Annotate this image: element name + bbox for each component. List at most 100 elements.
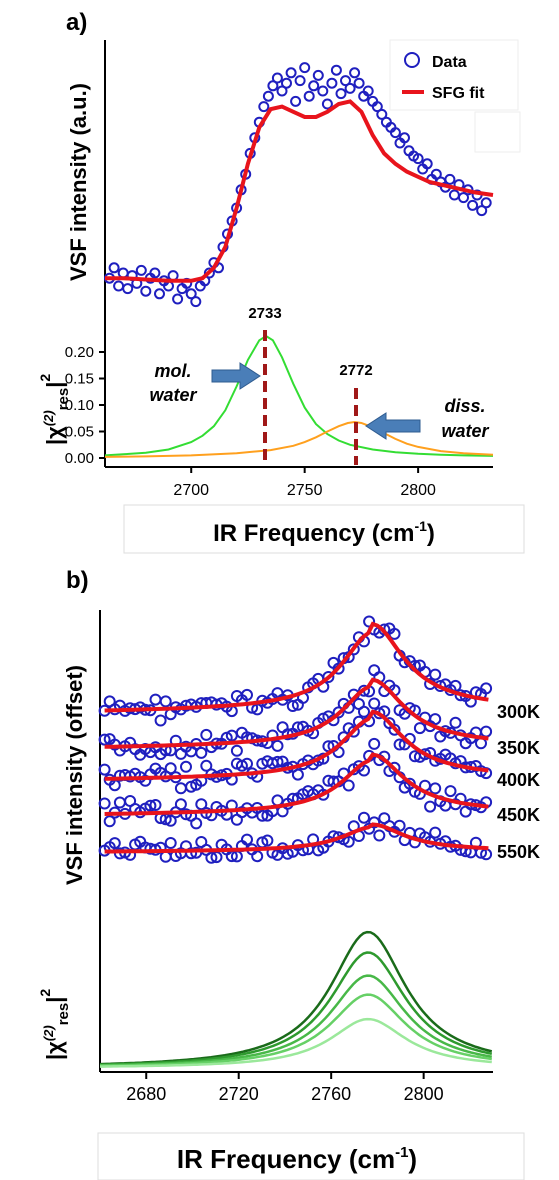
data-point	[368, 816, 381, 829]
panel-a-chi-ylabel: |χ(2)res|2	[37, 374, 72, 445]
fit-line-300K	[104, 621, 489, 713]
data-point	[294, 75, 306, 87]
data-point	[190, 817, 203, 830]
data-point	[108, 262, 120, 274]
data-point	[326, 77, 338, 89]
data-point	[412, 153, 424, 165]
ytick-label: 0.05	[65, 424, 94, 441]
data-point	[353, 77, 365, 89]
data-point	[362, 85, 374, 97]
data-point	[480, 682, 493, 695]
panel-a-yticks: 0.00 0.05 0.10 0.15 0.20	[65, 344, 105, 467]
data-point	[98, 763, 111, 776]
data-point	[342, 779, 355, 792]
ytick-label: 0.20	[65, 344, 94, 361]
data-point	[332, 662, 345, 675]
xtick-label: 2800	[400, 482, 436, 499]
panel-a-top-ylabel: VSF intensity (a.u.)	[66, 83, 91, 281]
data-point	[413, 722, 426, 735]
temperature-labels: 300K 350K 400K 450K 550K	[497, 702, 540, 862]
data-point	[388, 723, 401, 736]
data-point	[347, 643, 360, 656]
data-point	[393, 738, 406, 751]
data-point	[185, 288, 197, 300]
data-point	[164, 837, 177, 849]
data-point	[262, 90, 274, 102]
data-point	[190, 296, 202, 308]
data-point	[164, 814, 177, 827]
xtick-label: 2800	[404, 1084, 444, 1104]
data-point	[291, 768, 304, 781]
temp-label: 350K	[497, 738, 540, 758]
fit-line-350K	[104, 677, 489, 749]
data-point	[303, 90, 315, 102]
xtick-label: 2760	[311, 1084, 351, 1104]
data-point	[429, 713, 442, 726]
data-point	[271, 755, 284, 768]
data-point	[241, 757, 253, 770]
data-point	[344, 82, 356, 94]
data-point	[429, 782, 442, 795]
data-point	[113, 280, 125, 292]
data-point	[444, 173, 456, 185]
data-point	[424, 800, 437, 813]
fit-line-550K	[104, 822, 489, 854]
data-point	[154, 714, 167, 727]
data-point	[256, 809, 269, 822]
data-point	[358, 811, 370, 824]
data-point	[340, 75, 351, 87]
panel-a-chi-plot: 0.00 0.05 0.10 0.15 0.20 2700 2750 2800 2733 2…	[37, 305, 494, 499]
mol-water-label-1: mol.	[154, 361, 191, 381]
data-point	[251, 850, 264, 863]
panel-a-label: a)	[66, 9, 87, 36]
panel-b-fit-lines	[104, 621, 489, 854]
peak-2772-label: 2772	[339, 362, 372, 379]
data-point	[480, 197, 492, 209]
diss-water-arrow-icon	[365, 412, 421, 440]
data-point	[358, 764, 370, 777]
data-point	[476, 205, 488, 217]
data-point	[205, 851, 218, 864]
data-point	[103, 815, 116, 828]
data-point	[330, 64, 342, 76]
panel-b-top-ylabel: VSF intensity (offset)	[62, 665, 87, 885]
data-point	[480, 725, 493, 738]
data-point	[444, 785, 457, 798]
xlabel-box-b	[97, 1132, 525, 1180]
data-point	[98, 797, 111, 810]
data-point	[349, 67, 361, 79]
data-point	[149, 267, 161, 279]
data-point	[140, 285, 152, 297]
ytick-label: 0.10	[65, 397, 94, 414]
fit-line-450K	[104, 752, 489, 816]
legend-fit-label: SFG fit	[432, 85, 485, 102]
data-point	[368, 737, 381, 750]
data-point	[286, 700, 299, 712]
data-point	[281, 77, 292, 89]
data-point	[388, 627, 401, 640]
data-point	[167, 270, 179, 282]
data-point	[368, 664, 381, 677]
data-point	[480, 767, 493, 780]
data-point	[368, 697, 381, 710]
data-point	[164, 708, 177, 721]
data-point	[271, 739, 284, 752]
data-point	[322, 671, 335, 683]
panel-b-vsf-plot: 300K 350K 400K 450K 550K VSF intensity (offs…	[62, 610, 540, 920]
data-point	[135, 264, 147, 276]
fit-line-400K	[104, 709, 489, 781]
data-point	[376, 108, 388, 120]
xtick-label: 2680	[126, 1084, 166, 1104]
data-point	[312, 69, 324, 81]
svg-text:|χ(2)res|2: |χ(2)res|2	[37, 989, 72, 1060]
panel-a-xticks: 2700 2750 2800	[173, 467, 436, 499]
data-point	[393, 819, 406, 832]
mol-water-arrow-icon	[211, 362, 261, 390]
temp-label: 400K	[497, 770, 540, 790]
xlabel-box-a	[123, 504, 525, 554]
panel-b-label: b)	[66, 567, 89, 594]
panel-a-vsf-plot: Data SFG fit VSF intensity (a.u.)	[66, 39, 521, 325]
data-point	[261, 834, 274, 847]
data-point	[180, 760, 192, 773]
